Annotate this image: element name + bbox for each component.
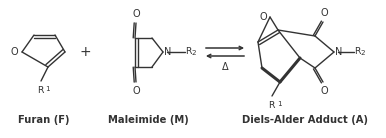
Text: 1: 1: [277, 101, 282, 107]
Text: Furan (F): Furan (F): [18, 115, 70, 125]
Text: N: N: [335, 47, 342, 57]
Text: O: O: [132, 9, 140, 19]
Text: Maleimide (M): Maleimide (M): [108, 115, 188, 125]
Text: O: O: [10, 47, 18, 57]
Text: Diels-Alder Adduct (A): Diels-Alder Adduct (A): [242, 115, 368, 125]
Text: O: O: [132, 86, 140, 96]
Text: 1: 1: [45, 86, 50, 92]
Text: 2: 2: [191, 50, 196, 56]
Text: N: N: [164, 47, 171, 57]
Text: O: O: [259, 12, 267, 22]
Text: O: O: [320, 86, 328, 96]
Text: R: R: [354, 47, 361, 56]
Text: R: R: [185, 47, 191, 56]
Text: R: R: [37, 86, 43, 95]
Text: +: +: [79, 45, 91, 59]
Text: 2: 2: [360, 50, 365, 56]
Text: Δ: Δ: [222, 62, 228, 72]
Text: R: R: [268, 101, 274, 110]
Text: O: O: [320, 8, 328, 18]
